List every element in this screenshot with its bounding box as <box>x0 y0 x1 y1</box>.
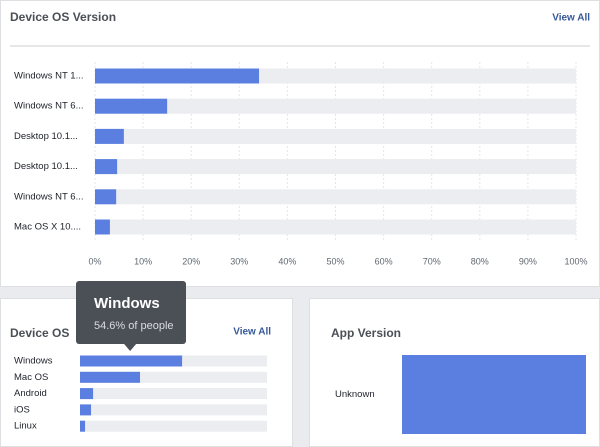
x-tick-label: 60% <box>375 256 393 266</box>
bar-track <box>95 219 576 235</box>
category-label: Desktop 10.1... <box>14 131 78 142</box>
x-tick-label: 40% <box>278 256 296 266</box>
bar <box>80 371 141 383</box>
bar <box>95 68 260 84</box>
bar-track <box>80 420 267 432</box>
category-label: Linux <box>14 421 37 432</box>
bar-track <box>80 404 267 416</box>
bar <box>80 355 183 367</box>
tooltip-title: Windows <box>94 295 160 312</box>
x-tick-label: 20% <box>182 256 200 266</box>
bar <box>95 98 168 114</box>
category-label: Mac OS X 10.... <box>14 222 81 233</box>
panel-title: Device OS <box>10 326 69 340</box>
category-label: Android <box>14 388 47 399</box>
x-tick-label: 50% <box>326 256 344 266</box>
category-label: iOS <box>14 404 30 415</box>
view-all-link[interactable]: View All <box>233 327 271 338</box>
x-tick-label: 80% <box>471 256 489 266</box>
x-tick-label: 70% <box>423 256 441 266</box>
bar-track <box>95 128 576 144</box>
bar-track <box>80 371 267 383</box>
panel-title: Device OS Version <box>10 10 116 24</box>
x-tick-label: 0% <box>88 256 101 266</box>
bar <box>95 219 110 235</box>
x-tick-label: 100% <box>564 256 587 266</box>
bar <box>95 159 118 175</box>
bar-track <box>95 159 576 175</box>
bar-track <box>95 98 576 114</box>
category-label: Windows NT 1... <box>14 71 84 82</box>
bar-track <box>80 388 267 400</box>
x-tick-label: 10% <box>134 256 152 266</box>
category-label: Mac OS <box>14 372 48 383</box>
x-tick-label: 90% <box>519 256 537 266</box>
bar <box>95 128 124 144</box>
bar <box>80 420 86 432</box>
bar <box>95 189 117 205</box>
tooltip-text: 54.6% of people <box>94 320 174 332</box>
category-label: Desktop 10.1... <box>14 161 78 172</box>
tooltip <box>76 281 186 344</box>
bar-track <box>95 189 576 205</box>
tooltip-arrow <box>124 344 137 351</box>
bar <box>80 388 94 400</box>
bar <box>402 355 586 434</box>
view-all-link[interactable]: View All <box>552 13 590 24</box>
category-label: Unknown <box>335 389 375 400</box>
category-label: Windows NT 6... <box>14 191 84 202</box>
bar <box>80 404 92 416</box>
category-label: Windows NT 6... <box>14 101 84 112</box>
x-tick-label: 30% <box>230 256 248 266</box>
category-label: Windows <box>14 356 53 367</box>
panel-title: App Version <box>331 326 401 340</box>
